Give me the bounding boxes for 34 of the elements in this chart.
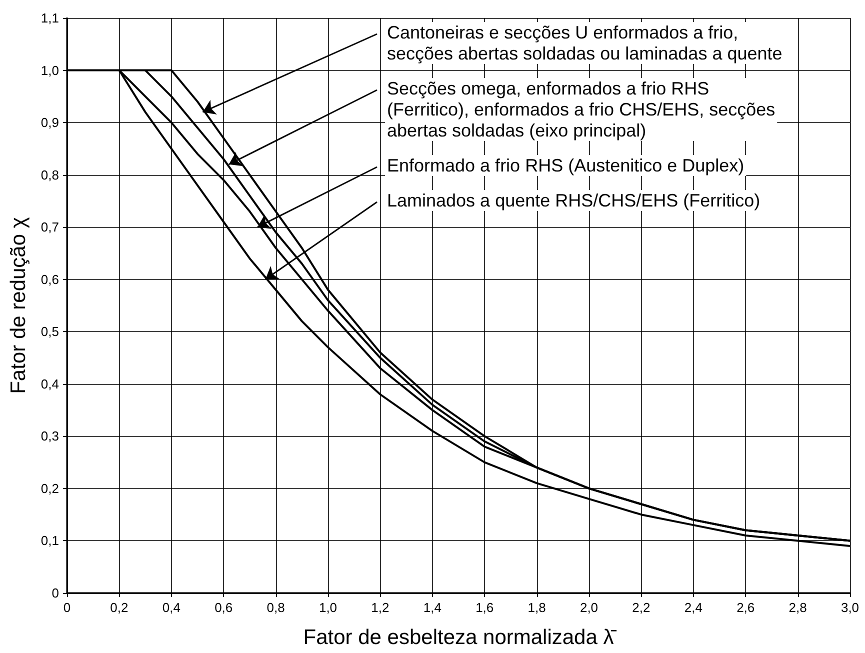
x-tick-label: 2,6 (736, 600, 755, 615)
x-tick-label: 0,6 (214, 600, 233, 615)
y-tick-label: 1,0 (40, 62, 59, 78)
x-tick-label: 2,4 (684, 600, 702, 615)
y-tick-label: 0,4 (40, 376, 59, 392)
y-tick-label: 0,8 (40, 167, 59, 182)
x-tick-label: 3,0 (840, 600, 860, 615)
x-tick-label: 2,0 (580, 600, 598, 615)
x-axis-title: Fator de esbelteza normalizada λ̄ (303, 626, 617, 649)
y-tick-label: 0,5 (40, 324, 59, 340)
x-tick-label: 0,2 (110, 600, 128, 615)
y-tick-label: 0 (52, 586, 59, 600)
annotation: Cantoneiras e secções U enformados a frio, secções abertas soldadas ou laminadas a quente (387, 22, 782, 64)
x-tick-label: 0 (63, 600, 71, 615)
y-tick-label: 0,3 (40, 428, 59, 444)
annotation: Enformado a frio RHS (Austenitico e Duplex) (387, 156, 744, 176)
x-tick-label: 1,2 (371, 600, 390, 615)
x-tick-label: 0,4 (162, 600, 180, 615)
y-tick-label: 0,9 (40, 115, 59, 130)
annotation: Secções omega, enformados a frio RHS (Ferritico), enformados a frio CHS/EHS, secções abertas soldadas (eixo principal) (387, 78, 776, 140)
x-tick-label: 1,8 (528, 600, 546, 615)
y-tick-label: 0,6 (40, 272, 59, 287)
x-tick-label: 1,0 (318, 600, 338, 615)
y-tick-label: 1,1 (40, 10, 59, 26)
x-tick-label: 2,2 (632, 600, 650, 615)
x-tick-label: 2,8 (788, 600, 807, 615)
x-tick-label: 1,6 (476, 600, 494, 615)
x-tick-label: 0,8 (266, 600, 285, 615)
x-tick-label: 1,4 (423, 600, 442, 615)
y-axis-title: Fator de redução χ (7, 217, 30, 394)
annotation: Laminados a quente RHS/CHS/EHS (Ferritico) (387, 190, 760, 210)
y-tick-label: 0,7 (40, 220, 59, 235)
y-tick-label: 0,2 (40, 480, 59, 496)
y-tick-label: 0,1 (40, 533, 59, 548)
